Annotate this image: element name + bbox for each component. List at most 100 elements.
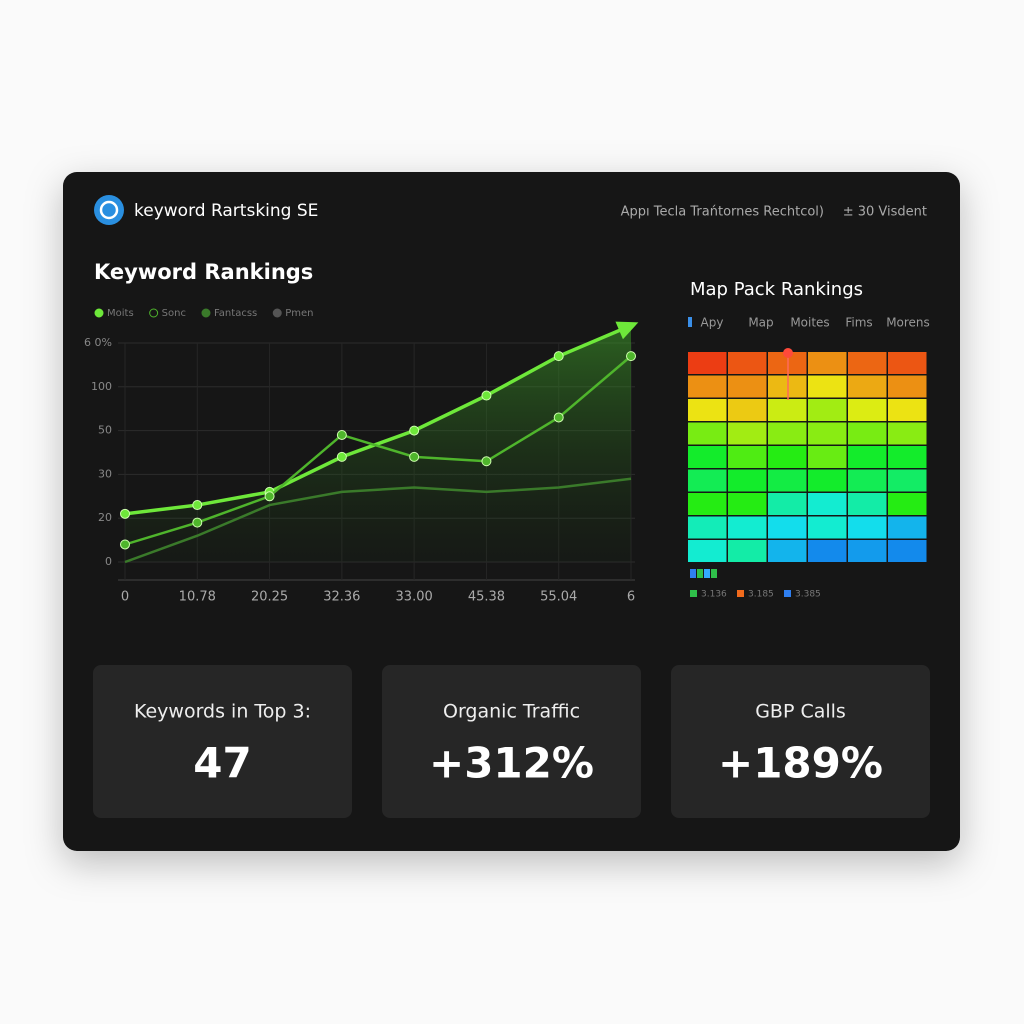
heat-cell[interactable]	[808, 352, 847, 374]
heat-cell[interactable]	[768, 493, 807, 515]
heat-cell[interactable]	[808, 516, 847, 539]
heat-cell[interactable]	[848, 446, 887, 468]
y-tick-label: 30	[98, 467, 112, 480]
heat-cell[interactable]	[728, 352, 767, 374]
column-label: Map	[748, 316, 773, 330]
heat-cell[interactable]	[688, 516, 727, 539]
heat-cell[interactable]	[808, 399, 847, 421]
heat-cell[interactable]	[768, 540, 807, 562]
point[interactable]	[481, 390, 492, 401]
heat-cell[interactable]	[848, 469, 887, 492]
point[interactable]	[553, 351, 564, 362]
x-tick-label: 45.38	[468, 590, 505, 605]
column-marker	[688, 317, 692, 327]
heat-cell[interactable]	[888, 375, 927, 398]
heat-cell[interactable]	[728, 469, 767, 492]
stat-label: Keywords in Top 3:	[134, 701, 311, 723]
heat-cell[interactable]	[808, 493, 847, 515]
heat-cell[interactable]	[728, 540, 767, 562]
x-tick-label: 55.04	[540, 590, 577, 605]
heat-cell[interactable]	[848, 352, 887, 374]
heat-cell[interactable]	[768, 422, 807, 445]
legend-label[interactable]: Moits	[107, 308, 134, 319]
legend-label: 3.185	[748, 590, 774, 600]
legend-label[interactable]: Pmen	[285, 308, 313, 319]
heat-cell[interactable]	[768, 399, 807, 421]
point[interactable]	[120, 508, 130, 519]
line	[124, 477, 632, 564]
scale-swatch	[690, 569, 696, 578]
legend-swatch[interactable]	[201, 308, 211, 318]
stat-card[interactable]	[93, 665, 352, 818]
stat-value: 47	[193, 739, 251, 788]
heat-cell[interactable]	[728, 516, 767, 539]
heat-cell[interactable]	[888, 399, 927, 421]
heat-cell[interactable]	[808, 469, 847, 492]
heat-cell[interactable]	[848, 540, 887, 562]
heat-cell[interactable]	[728, 493, 767, 515]
header-text: Appı Tecla Trańtornes Rechtcol)	[621, 205, 824, 220]
heat-cell[interactable]	[808, 375, 847, 398]
point[interactable]	[553, 412, 564, 423]
y-tick-label: 50	[98, 424, 112, 437]
stat-card[interactable]	[382, 665, 641, 818]
heat-cell[interactable]	[768, 516, 807, 539]
heat-cell[interactable]	[888, 493, 927, 515]
heat-cell[interactable]	[728, 446, 767, 468]
point[interactable]	[336, 429, 347, 440]
point[interactable]	[336, 451, 347, 462]
point[interactable]	[120, 539, 130, 550]
legend-swatch	[690, 590, 697, 597]
heat-cell[interactable]	[888, 352, 927, 374]
point[interactable]	[626, 351, 636, 362]
heat-cell[interactable]	[728, 375, 767, 398]
heat-cell[interactable]	[808, 422, 847, 445]
heat-cell[interactable]	[728, 422, 767, 445]
point[interactable]	[409, 425, 420, 436]
heat-cell[interactable]	[888, 446, 927, 468]
legend-label[interactable]: Sonc	[162, 308, 186, 319]
legend-label: 3.385	[795, 590, 821, 600]
heat-cell[interactable]	[688, 399, 727, 421]
heat-cell[interactable]	[768, 446, 807, 468]
heat-cell[interactable]	[848, 493, 887, 515]
legend-swatch[interactable]	[94, 308, 104, 318]
heat-cell[interactable]	[688, 375, 727, 398]
legend-swatch[interactable]	[272, 308, 282, 318]
heat-cell[interactable]	[688, 493, 727, 515]
heat-cell[interactable]	[888, 422, 927, 445]
heat-cell[interactable]	[808, 446, 847, 468]
y-tick-label: 100	[91, 380, 112, 393]
legend-swatch	[784, 590, 791, 597]
heat-cell[interactable]	[848, 399, 887, 421]
legend-label[interactable]: Fantacss	[214, 308, 257, 319]
point[interactable]	[481, 456, 492, 467]
point[interactable]	[192, 517, 203, 528]
heat-cell[interactable]	[768, 469, 807, 492]
heat-cell[interactable]	[888, 516, 927, 539]
heat-cell[interactable]	[848, 516, 887, 539]
legend-swatch[interactable]	[149, 308, 159, 318]
heat-cell[interactable]	[888, 540, 927, 562]
stat-card[interactable]	[671, 665, 930, 818]
heat-cell[interactable]	[688, 446, 727, 468]
point[interactable]	[192, 500, 203, 511]
heat-cell[interactable]	[688, 540, 727, 562]
line	[124, 355, 632, 546]
heat-cell[interactable]	[688, 352, 727, 374]
heat-cell[interactable]	[688, 422, 727, 445]
x-tick-label: 20.25	[251, 590, 288, 605]
stat-label: Organic Traffic	[443, 701, 580, 723]
point[interactable]	[264, 491, 275, 502]
app-logo[interactable]	[94, 195, 124, 225]
heat-cell[interactable]	[728, 399, 767, 421]
point[interactable]	[409, 451, 420, 462]
x-tick-label: 6	[627, 590, 635, 605]
x-tick-label: 10.78	[179, 590, 216, 605]
heat-cell[interactable]	[688, 469, 727, 492]
heat-cell[interactable]	[848, 422, 887, 445]
heat-cell[interactable]	[808, 540, 847, 562]
heat-cell[interactable]	[848, 375, 887, 398]
heat-cell[interactable]	[888, 469, 927, 492]
